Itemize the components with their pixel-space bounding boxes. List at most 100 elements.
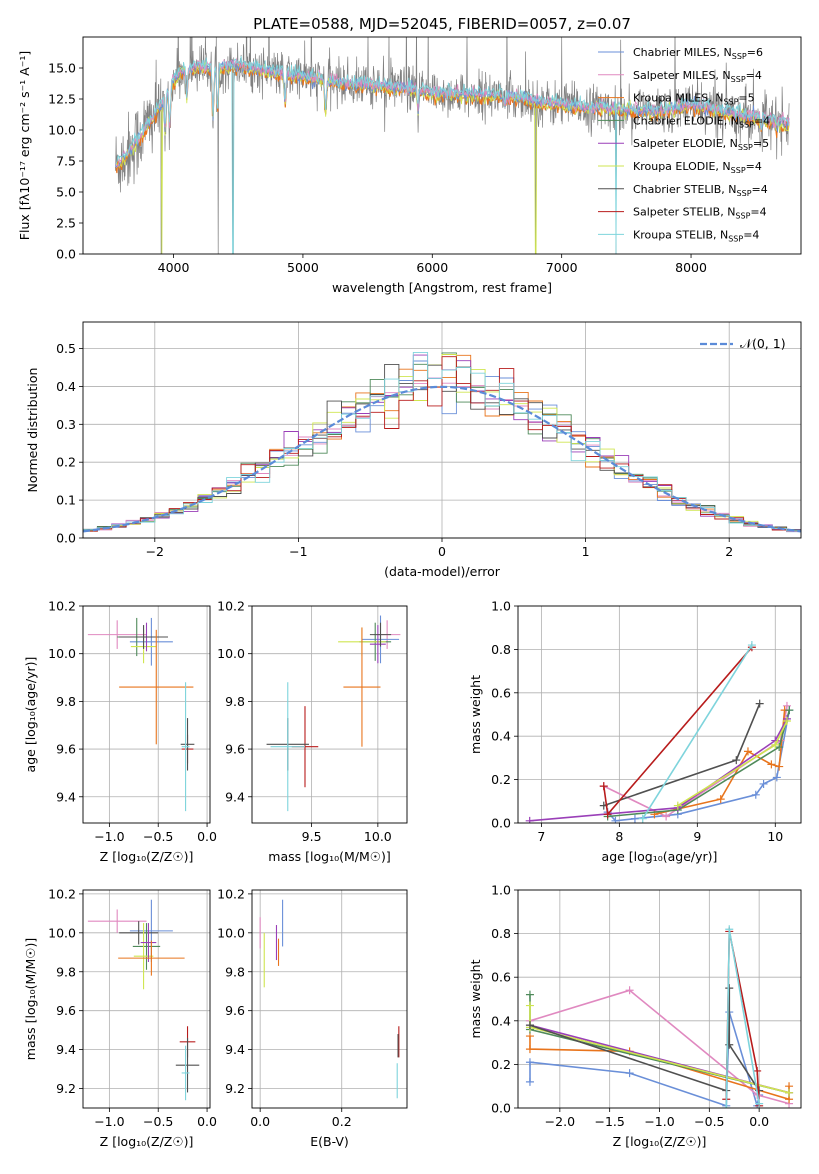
series-marker [525, 1001, 534, 1010]
series-marker [716, 795, 725, 804]
series-marker [725, 925, 734, 934]
x-tick-label: 6000 [416, 260, 448, 275]
x-tick-label: 10.0 [364, 829, 392, 844]
errorbar-point [181, 1045, 190, 1101]
series-marker [638, 814, 647, 823]
legend-subscript: SSP [731, 75, 746, 84]
y-tick-label: 0.0 [56, 247, 76, 262]
y-axis-label: age [log₁₀(age/yr)] [23, 657, 38, 773]
y-tick-label: 0.8 [491, 926, 511, 941]
y-axis-label: Flux [fλ10⁻¹⁷ erg cm⁻² s⁻¹ A⁻¹] [17, 51, 32, 240]
series-marker [722, 1104, 731, 1108]
series-line [529, 1011, 760, 1107]
axes-frame [251, 605, 408, 824]
y-tick-label: 0.0 [491, 816, 511, 831]
x-tick-label: 0.0 [250, 1114, 270, 1129]
y-tick-label: 0.6 [491, 970, 511, 985]
series-marker [767, 760, 776, 769]
axes-frame [517, 605, 802, 824]
series-marker [782, 717, 791, 726]
series-salpeter_elodie [525, 714, 791, 823]
legend-subscript: SSP [737, 189, 752, 198]
series-marker [753, 1066, 762, 1075]
series-line [603, 646, 753, 817]
x-tick-label: −1.0 [94, 1114, 124, 1129]
series-marker [525, 1058, 534, 1067]
legend-subscript: SSP [738, 143, 753, 152]
y-tick-label: 9.8 [56, 964, 76, 979]
errorbar-point [369, 625, 386, 664]
y-tick-label: 7.5 [56, 154, 76, 169]
y-tick-label: 9.8 [225, 694, 245, 709]
plot-area [525, 925, 794, 1108]
legend-label: Salpeter MILES, N [633, 69, 731, 82]
series-chabrier_stelib [525, 984, 764, 1095]
axes-frame [82, 889, 211, 1109]
plot-area [525, 641, 794, 823]
y-tick-label: 10.2 [217, 886, 245, 901]
series-line [603, 703, 761, 807]
y-axis-label: mass weight [468, 959, 483, 1038]
figure-title: PLATE=0588, MJD=52045, FIBERID=0057, z=0… [253, 15, 631, 33]
x-tick-label: −2.0 [545, 1114, 575, 1129]
legend-label: Chabrier MILES, N [633, 46, 732, 59]
series-chabrier_stelib [599, 699, 764, 810]
y-tick-label: 0.0 [491, 1101, 511, 1116]
y-tick-label: 10.0 [217, 925, 245, 940]
errorbar-point [87, 620, 147, 649]
legend-suffix: =5 [753, 137, 769, 150]
legend-entry: Salpeter ELODIE, NSSP=5 [633, 137, 769, 152]
x-tick-label: 10 [767, 829, 783, 844]
y-tick-label: 0.6 [491, 685, 511, 700]
y-tick-label: 9.8 [56, 694, 76, 709]
y-tick-label: 10.0 [48, 646, 76, 661]
series-marker [603, 810, 612, 819]
errorbar-point [87, 909, 147, 933]
y-tick-label: 9.4 [225, 789, 245, 804]
x-axis-label: age [log₁₀(age/yr)] [602, 849, 718, 864]
y-tick-label: 15.0 [48, 61, 76, 76]
model-spectrum-salpeter_miles [114, 57, 790, 168]
errorbar-point [181, 682, 190, 812]
axes-frame [251, 889, 408, 1109]
legend-subscript: SSP [739, 120, 754, 129]
x-axis-label: wavelength [Angstrom, rest frame] [332, 280, 552, 295]
panel-spectrum: 4000 5000 6000 7000 8000 0.0 2.5 5.0 7.5 10.0 12.5… [17, 36, 802, 295]
series-marker [673, 801, 682, 810]
x-axis-label: (data-model)/error [384, 564, 501, 579]
errorbar-point [119, 921, 159, 945]
series-marker [771, 740, 780, 749]
y-tick-label: 9.4 [56, 789, 76, 804]
series-marker [625, 986, 634, 995]
legend-suffix: =4 [750, 206, 766, 219]
series-marker [751, 790, 760, 799]
legend-subscript: SSP [731, 166, 746, 175]
panel-mass_vs_Z: −1.0 −0.5 0.0 9.2 9.4 9.6 9.8 10.0 10.2 Z [log₁₀(… [23, 886, 217, 1149]
series-marker [525, 1021, 534, 1030]
series-marker [525, 1077, 534, 1086]
series-marker [785, 1088, 794, 1097]
residual-legend: 𝒩(0, 1) [700, 336, 786, 351]
y-tick-label: 9.4 [225, 1042, 245, 1057]
x-tick-label: 0.0 [197, 829, 217, 844]
legend-label: Kroupa MILES, N [633, 92, 723, 105]
y-tick-label: 9.2 [225, 1081, 245, 1096]
errorbar-point [180, 718, 195, 771]
series-marker [759, 779, 768, 788]
series-marker [772, 773, 781, 782]
errorbar-point [140, 923, 157, 963]
x-tick-label: 5000 [287, 260, 319, 275]
legend-subscript: SSP [735, 212, 750, 221]
legend-suffix: =4 [754, 114, 770, 127]
series-marker [525, 816, 534, 823]
series-line [642, 644, 753, 820]
y-tick-label: 10.0 [217, 646, 245, 661]
y-tick-label: 0.1 [56, 493, 76, 508]
y-tick-label: 9.2 [56, 1081, 76, 1096]
series-kroupa_miles [650, 706, 789, 819]
legend-suffix: =4 [746, 69, 762, 82]
legend-label: Salpeter ELODIE, N [633, 137, 738, 150]
x-tick-label: 1 [582, 544, 590, 559]
legend-entry: 𝒩(0, 1) [740, 336, 786, 351]
